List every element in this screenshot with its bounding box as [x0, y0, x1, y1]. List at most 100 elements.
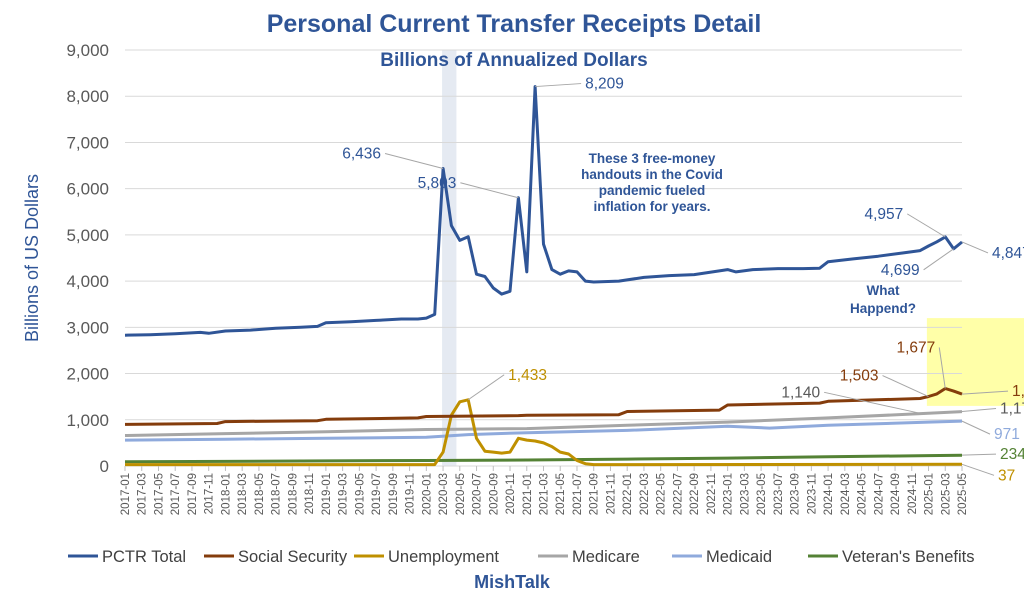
x-tick-label: 2023-05	[756, 473, 768, 515]
annotation-leader	[467, 374, 505, 401]
x-tick-label: 2019-03	[338, 473, 350, 515]
axis-layer: 0 1,000 2,000 3,000 4,000 5,000 6,000 7,000 8,00…	[66, 41, 969, 515]
data-label: 1,140	[781, 384, 820, 401]
note-text: inflation for years.	[593, 199, 710, 214]
note-text: Happend?	[850, 301, 916, 316]
data-label: 234	[1000, 446, 1024, 463]
x-tick-label: 2024-03	[840, 473, 852, 515]
y-tick-label: 9,000	[66, 41, 109, 60]
x-tick-label: 2017-05	[153, 473, 165, 515]
x-tick-label: 2024-09	[890, 473, 902, 515]
data-label: 4,957	[864, 206, 903, 223]
annotation-leader	[961, 390, 1009, 395]
note-text: What	[867, 283, 900, 298]
x-tick-label: 2024-01	[823, 473, 835, 515]
series-line-social-security	[124, 387, 963, 426]
data-label: 6,436	[342, 146, 381, 163]
annotation-leader	[907, 213, 946, 238]
x-tick-label: 2019-07	[371, 473, 383, 515]
annotation-leader	[923, 248, 954, 271]
y-tick-label: 7,000	[66, 133, 109, 152]
data-label: 37	[998, 467, 1015, 484]
legend-label: Unemployment	[388, 548, 499, 566]
annotation-leader	[961, 463, 995, 476]
y-tick-label: 8,000	[66, 87, 109, 106]
series-line-unemployment	[125, 398, 963, 467]
y-tick-label: 5,000	[66, 226, 109, 245]
x-tick-label: 2025-03	[940, 473, 952, 515]
x-tick-label: 2019-01	[321, 473, 333, 515]
annotation-leader	[460, 182, 519, 199]
grid-layer	[125, 49, 962, 467]
x-tick-label: 2017-09	[187, 473, 199, 515]
x-tick-label: 2025-01	[924, 473, 936, 515]
x-tick-label: 2020-05	[455, 473, 467, 515]
legend-layer: PCTR Total Social Security Unemployment Med…	[68, 548, 974, 566]
y-axis-label: Billions of US Dollars	[22, 174, 42, 342]
x-tick-label: 2019-09	[388, 473, 400, 515]
series-line-pctr-total	[124, 85, 963, 337]
x-tick-label: 2020-01	[421, 473, 433, 515]
note-text: handouts in the Covid	[581, 167, 723, 182]
x-tick-label: 2019-11	[405, 473, 417, 514]
x-tick-label: 2020-07	[472, 473, 484, 515]
x-tick-label: 2018-09	[287, 473, 299, 515]
x-tick-label: 2017-01	[120, 473, 132, 515]
data-label: 1,433	[508, 367, 547, 384]
y-tick-label: 6,000	[66, 180, 109, 199]
y-tick-label: 2,000	[66, 365, 109, 384]
x-tick-label: 2018-01	[220, 473, 232, 515]
data-label: 1,503	[840, 368, 879, 385]
annotation-leader	[961, 408, 997, 413]
x-tick-label: 2021-01	[522, 473, 534, 515]
x-tick-label: 2021-11	[605, 473, 617, 514]
chart-subtitle: Billions of Annualized Dollars	[380, 50, 647, 71]
note-text: pandemic fueled	[599, 183, 706, 198]
x-tick-label: 2023-07	[773, 473, 785, 515]
annotation-leader	[938, 347, 946, 389]
annotation-leader	[961, 420, 991, 435]
legend-label: Veteran's Benefits	[842, 548, 974, 566]
series-line-medicaid	[124, 419, 963, 442]
x-tick-label: 2023-09	[790, 473, 802, 515]
x-tick-label: 2022-09	[689, 473, 701, 515]
legend-label: Social Security	[238, 548, 348, 566]
x-tick-label: 2018-05	[254, 473, 266, 515]
y-tick-label: 1,000	[66, 411, 109, 430]
x-tick-label: 2024-11	[907, 473, 919, 514]
credit-label: MishTalk	[474, 572, 551, 592]
x-tick-label: 2022-05	[656, 473, 668, 515]
series-layer	[124, 85, 963, 467]
x-tick-label: 2018-03	[237, 473, 249, 515]
y-tick-label: 4,000	[66, 272, 109, 291]
x-tick-label: 2022-11	[706, 473, 718, 514]
series-line-medicare	[124, 410, 963, 437]
x-tick-label: 2022-07	[672, 473, 684, 515]
x-tick-label: 2023-11	[806, 473, 818, 514]
annotation-leader	[824, 391, 921, 414]
data-label: 5,803	[418, 175, 457, 192]
x-tick-label: 2021-07	[572, 473, 584, 515]
x-tick-label: 2024-07	[873, 473, 885, 515]
x-tick-label: 2022-01	[622, 473, 634, 515]
x-tick-label: 2018-07	[271, 473, 283, 515]
x-tick-label: 2024-05	[857, 473, 869, 515]
data-label: 8,209	[585, 76, 624, 93]
x-tick-label: 2020-11	[505, 473, 517, 514]
x-tick-label: 2023-01	[723, 473, 735, 515]
x-tick-label: 2019-05	[354, 473, 366, 515]
x-tick-label: 2021-03	[539, 473, 551, 515]
annotation-leader	[961, 241, 989, 254]
legend-label: PCTR Total	[102, 548, 186, 566]
annotation-leader	[961, 453, 997, 456]
data-label: 1,555	[1012, 383, 1024, 400]
y-tick-label: 0	[100, 457, 109, 476]
x-tick-label: 2023-03	[739, 473, 751, 515]
note-text: These 3 free-money	[589, 151, 716, 166]
annotation-leader	[882, 375, 929, 397]
chart-title: Personal Current Transfer Receipts Detai…	[267, 10, 762, 38]
covid-shaded-band	[442, 50, 457, 466]
annotation-leader	[535, 83, 582, 88]
